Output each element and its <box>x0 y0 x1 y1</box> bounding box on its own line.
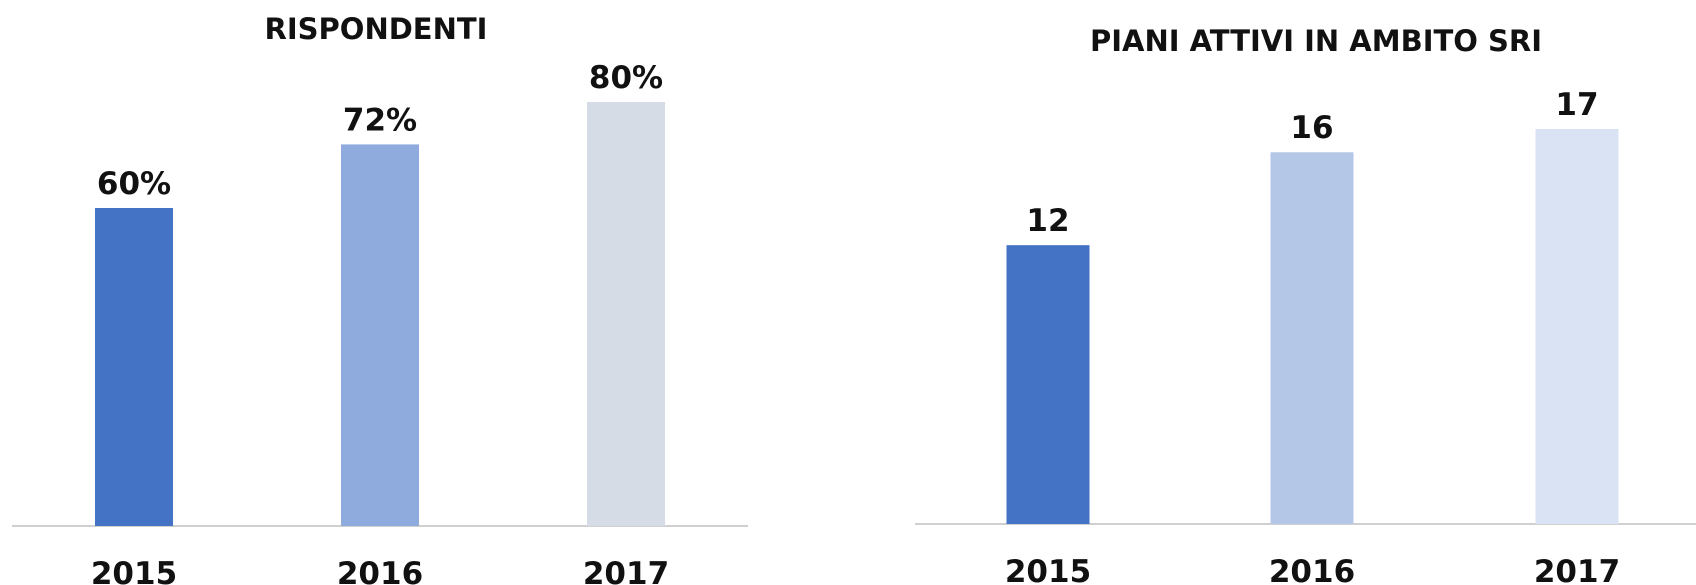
x-tick-label-2016: 2016 <box>1269 554 1355 585</box>
x-tick-label-2015: 2015 <box>1005 554 1091 585</box>
x-tick-label-2017: 2017 <box>1534 554 1620 585</box>
data-label-2015: 12 <box>1026 203 1069 239</box>
data-label-2016: 16 <box>1290 110 1333 146</box>
chart-rispondenti: RISPONDENTI 60% 2015 72% 2016 80% 2017 <box>12 12 748 585</box>
bars-group: 60% 2015 72% 2016 80% 2017 <box>91 60 669 585</box>
bars-group: 12 2015 16 2016 17 2017 <box>1005 87 1620 585</box>
chart-title: RISPONDENTI <box>265 12 488 46</box>
data-label-2016: 72% <box>343 102 417 138</box>
bar-2017 <box>1535 129 1619 524</box>
bar-2016 <box>341 144 419 526</box>
chart-title: PIANI ATTIVI IN AMBITO SRI <box>1090 24 1542 58</box>
data-label-2017: 80% <box>589 60 663 96</box>
x-tick-label-2016: 2016 <box>337 556 423 585</box>
bar-2016 <box>1270 152 1354 524</box>
bar-2017 <box>587 102 665 526</box>
chart-piani-attivi: PIANI ATTIVI IN AMBITO SRI 1220151620161… <box>915 24 1696 585</box>
data-label-2017: 17 <box>1555 87 1598 123</box>
data-label-2015: 60% <box>97 166 171 202</box>
bar-2015 <box>1006 245 1090 525</box>
bar-2015 <box>95 208 173 526</box>
x-tick-label-2017: 2017 <box>583 556 669 585</box>
x-tick-label-2015: 2015 <box>91 556 177 585</box>
